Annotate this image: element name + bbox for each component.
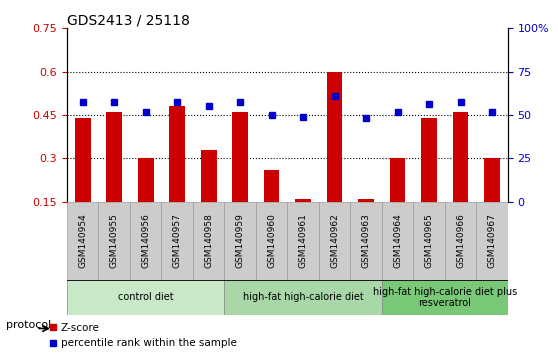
Bar (477, 202, 508, 280)
Text: GSM140955: GSM140955 (110, 213, 119, 268)
Text: control diet: control diet (118, 292, 174, 302)
Text: GSM140960: GSM140960 (267, 213, 276, 268)
Bar (107, 112, 122, 202)
Bar (224, 202, 256, 280)
Text: GSM140961: GSM140961 (299, 213, 307, 268)
Bar (256, 202, 287, 280)
Bar (382, 202, 413, 280)
Bar (453, 112, 468, 202)
Bar (67, 202, 98, 280)
Text: GSM140964: GSM140964 (393, 213, 402, 268)
Bar (130, 202, 161, 280)
Text: GSM140956: GSM140956 (141, 213, 150, 268)
Text: GSM140954: GSM140954 (78, 213, 87, 268)
Bar (350, 202, 382, 280)
Bar (232, 112, 248, 202)
Bar (264, 170, 280, 202)
Text: GDS2413 / 25118: GDS2413 / 25118 (67, 13, 190, 27)
Bar (193, 202, 224, 280)
Bar (445, 202, 477, 280)
Text: GSM140957: GSM140957 (172, 213, 182, 268)
Bar (287, 202, 319, 280)
Text: high-fat high-calorie diet plus
resveratrol: high-fat high-calorie diet plus resverat… (373, 286, 517, 308)
Bar (161, 202, 193, 280)
Bar (382, 280, 508, 315)
Bar (295, 199, 311, 202)
Text: GSM140963: GSM140963 (362, 213, 371, 268)
Bar (421, 118, 437, 202)
Text: GSM140966: GSM140966 (456, 213, 465, 268)
Text: protocol: protocol (6, 320, 51, 330)
Bar (138, 158, 153, 202)
Text: GSM140962: GSM140962 (330, 213, 339, 268)
Text: GSM140967: GSM140967 (488, 213, 497, 268)
Text: GSM140965: GSM140965 (425, 213, 434, 268)
Bar (319, 202, 350, 280)
Bar (224, 280, 382, 315)
Bar (67, 280, 224, 315)
Bar (169, 106, 185, 202)
Bar (98, 202, 130, 280)
Bar (413, 202, 445, 280)
Bar (484, 158, 500, 202)
Text: GSM140958: GSM140958 (204, 213, 213, 268)
Text: GSM140959: GSM140959 (235, 213, 244, 268)
Bar (358, 199, 374, 202)
Bar (327, 72, 343, 202)
Text: high-fat high-calorie diet: high-fat high-calorie diet (243, 292, 363, 302)
Bar (389, 158, 406, 202)
Legend: Z-score, percentile rank within the sample: Z-score, percentile rank within the samp… (44, 319, 241, 352)
Bar (201, 150, 217, 202)
Bar (75, 118, 90, 202)
